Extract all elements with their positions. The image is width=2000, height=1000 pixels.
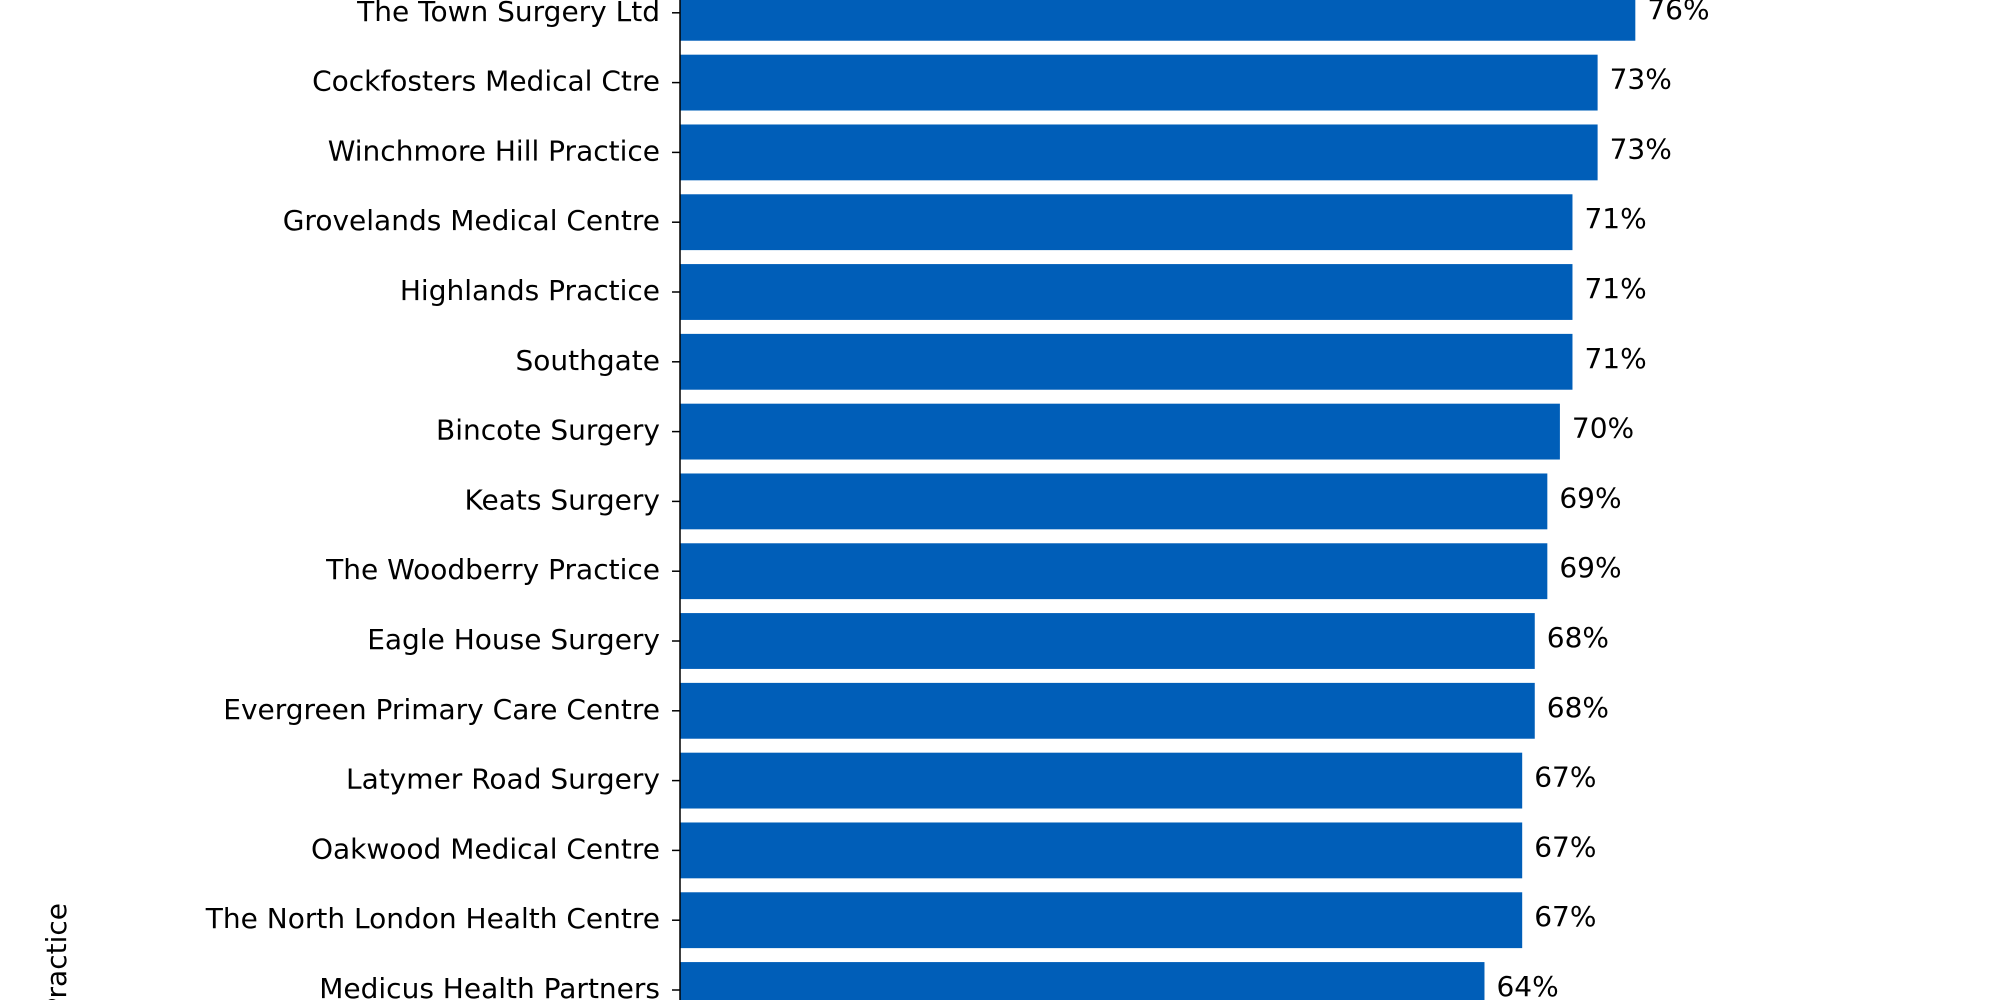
y-tick-label: The North London Health Centre xyxy=(205,902,660,935)
bar xyxy=(680,333,1573,390)
y-tick-label: Evergreen Primary Care Centre xyxy=(223,693,660,726)
bar xyxy=(680,682,1535,739)
bar xyxy=(680,962,1485,1000)
value-label: 68% xyxy=(1547,691,1609,724)
y-tick-label: Winchmore Hill Practice xyxy=(328,134,660,167)
bar xyxy=(680,892,1523,949)
y-tick-label: Latymer Road Surgery xyxy=(346,763,660,796)
bar xyxy=(680,194,1573,251)
bar xyxy=(680,543,1548,600)
value-label: 73% xyxy=(1610,132,1672,165)
y-axis-label: Practice xyxy=(40,903,73,1000)
y-tick-label: Bincote Surgery xyxy=(436,414,660,447)
bar xyxy=(680,473,1548,530)
y-tick-label: Medicus Health Partners xyxy=(319,972,660,1000)
y-tick-label: Grovelands Medical Centre xyxy=(283,204,660,237)
value-label: 70% xyxy=(1572,412,1634,445)
y-tick-label: Eagle House Surgery xyxy=(367,623,660,656)
value-label: 67% xyxy=(1534,900,1596,933)
bar xyxy=(680,752,1523,809)
y-tick-label: Keats Surgery xyxy=(465,483,660,516)
value-label: 71% xyxy=(1584,342,1646,375)
bar xyxy=(680,264,1573,320)
value-label: 67% xyxy=(1534,761,1596,794)
bar xyxy=(680,613,1535,669)
y-tick-label: Southgate xyxy=(515,344,660,377)
value-label: 73% xyxy=(1610,63,1672,96)
value-label: 64% xyxy=(1496,970,1558,1000)
value-label: 71% xyxy=(1584,272,1646,305)
bar xyxy=(680,822,1523,879)
y-tick-label: Oakwood Medical Centre xyxy=(311,832,660,865)
y-tick-label: The Woodberry Practice xyxy=(325,553,660,586)
value-label: 69% xyxy=(1559,481,1621,514)
value-label: 71% xyxy=(1584,202,1646,235)
value-label: 76% xyxy=(1647,0,1709,26)
value-label: 67% xyxy=(1534,830,1596,863)
bar xyxy=(680,54,1598,111)
bar xyxy=(680,124,1598,181)
bar xyxy=(680,0,1636,41)
bar xyxy=(680,403,1560,460)
y-tick-label: The Town Surgery Ltd xyxy=(356,0,660,28)
y-tick-label: Cockfosters Medical Ctre xyxy=(312,65,660,98)
value-label: 68% xyxy=(1547,621,1609,654)
y-tick-label: Highlands Practice xyxy=(400,274,660,307)
value-label: 69% xyxy=(1559,551,1621,584)
